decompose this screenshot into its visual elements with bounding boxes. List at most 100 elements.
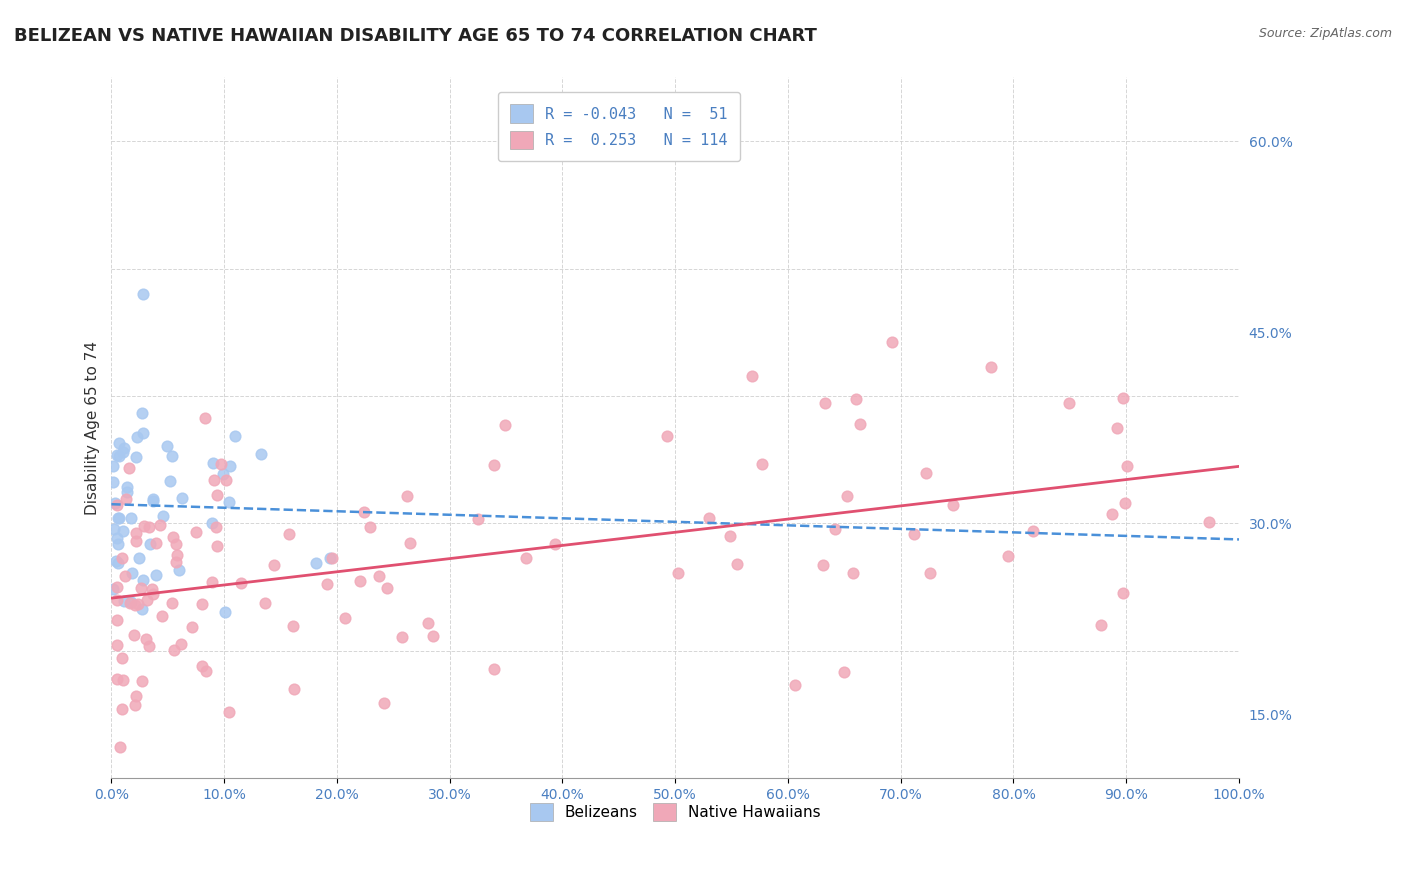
Native Hawaiians bbox=[207, 487, 229, 501]
Native Hawaiians bbox=[169, 637, 191, 651]
Native Hawaiians bbox=[848, 417, 870, 431]
Native Hawaiians bbox=[1101, 508, 1123, 522]
Native Hawaiians bbox=[129, 581, 152, 595]
Belizeans bbox=[132, 286, 155, 301]
Belizeans bbox=[112, 441, 135, 455]
Belizeans bbox=[156, 439, 179, 453]
Belizeans bbox=[170, 491, 193, 506]
Native Hawaiians bbox=[215, 473, 238, 487]
Belizeans bbox=[112, 594, 135, 608]
Belizeans bbox=[145, 567, 167, 582]
Native Hawaiians bbox=[467, 512, 489, 526]
Native Hawaiians bbox=[191, 597, 214, 611]
Native Hawaiians bbox=[814, 396, 837, 410]
Native Hawaiians bbox=[127, 597, 149, 611]
Belizeans bbox=[201, 516, 224, 531]
Native Hawaiians bbox=[105, 593, 128, 607]
Native Hawaiians bbox=[149, 518, 172, 533]
Native Hawaiians bbox=[205, 540, 228, 554]
Native Hawaiians bbox=[741, 369, 763, 384]
Native Hawaiians bbox=[353, 505, 375, 519]
Native Hawaiians bbox=[316, 577, 339, 591]
Native Hawaiians bbox=[842, 566, 865, 580]
Belizeans bbox=[115, 480, 138, 494]
Native Hawaiians bbox=[105, 672, 128, 686]
Native Hawaiians bbox=[399, 536, 422, 550]
Native Hawaiians bbox=[359, 520, 381, 534]
Native Hawaiians bbox=[111, 702, 134, 716]
Native Hawaiians bbox=[108, 739, 131, 754]
Belizeans bbox=[121, 566, 143, 580]
Native Hawaiians bbox=[391, 630, 413, 644]
Native Hawaiians bbox=[124, 598, 146, 612]
Native Hawaiians bbox=[997, 549, 1019, 563]
Native Hawaiians bbox=[111, 650, 134, 665]
Native Hawaiians bbox=[785, 678, 807, 692]
Native Hawaiians bbox=[1114, 496, 1136, 510]
Belizeans bbox=[107, 556, 129, 570]
Belizeans bbox=[120, 510, 142, 524]
Belizeans bbox=[224, 428, 246, 442]
Belizeans bbox=[101, 459, 124, 474]
Native Hawaiians bbox=[138, 519, 160, 533]
Native Hawaiians bbox=[321, 551, 343, 566]
Belizeans bbox=[250, 446, 273, 460]
Native Hawaiians bbox=[202, 473, 225, 487]
Native Hawaiians bbox=[111, 673, 134, 688]
Native Hawaiians bbox=[1107, 421, 1129, 435]
Native Hawaiians bbox=[1022, 524, 1045, 538]
Native Hawaiians bbox=[281, 619, 304, 633]
Native Hawaiians bbox=[181, 620, 204, 634]
Belizeans bbox=[160, 449, 183, 463]
Native Hawaiians bbox=[903, 527, 925, 541]
Native Hawaiians bbox=[980, 360, 1002, 375]
Y-axis label: Disability Age 65 to 74: Disability Age 65 to 74 bbox=[86, 341, 100, 515]
Native Hawaiians bbox=[484, 458, 506, 473]
Native Hawaiians bbox=[165, 555, 187, 569]
Native Hawaiians bbox=[1115, 458, 1137, 473]
Native Hawaiians bbox=[135, 592, 157, 607]
Belizeans bbox=[131, 602, 153, 616]
Native Hawaiians bbox=[141, 582, 163, 596]
Native Hawaiians bbox=[832, 665, 855, 679]
Native Hawaiians bbox=[333, 611, 356, 625]
Belizeans bbox=[218, 495, 240, 509]
Belizeans bbox=[169, 563, 191, 577]
Native Hawaiians bbox=[125, 525, 148, 540]
Native Hawaiians bbox=[209, 457, 232, 471]
Belizeans bbox=[117, 484, 139, 499]
Native Hawaiians bbox=[368, 568, 391, 582]
Native Hawaiians bbox=[697, 511, 720, 525]
Native Hawaiians bbox=[543, 537, 565, 551]
Native Hawaiians bbox=[165, 537, 187, 551]
Native Hawaiians bbox=[915, 466, 938, 480]
Native Hawaiians bbox=[163, 643, 186, 657]
Native Hawaiians bbox=[229, 575, 252, 590]
Native Hawaiians bbox=[201, 574, 224, 589]
Belizeans bbox=[120, 595, 142, 609]
Native Hawaiians bbox=[125, 534, 148, 549]
Native Hawaiians bbox=[135, 632, 157, 646]
Native Hawaiians bbox=[751, 457, 773, 471]
Belizeans bbox=[142, 491, 165, 506]
Native Hawaiians bbox=[195, 665, 218, 679]
Native Hawaiians bbox=[162, 530, 184, 544]
Native Hawaiians bbox=[105, 580, 128, 594]
Legend: Belizeans, Native Hawaiians: Belizeans, Native Hawaiians bbox=[517, 790, 832, 834]
Belizeans bbox=[103, 522, 125, 536]
Native Hawaiians bbox=[880, 334, 903, 349]
Native Hawaiians bbox=[824, 523, 846, 537]
Native Hawaiians bbox=[725, 557, 748, 571]
Belizeans bbox=[101, 475, 124, 489]
Belizeans bbox=[107, 510, 129, 524]
Belizeans bbox=[132, 426, 155, 441]
Native Hawaiians bbox=[138, 639, 160, 653]
Belizeans bbox=[319, 551, 342, 566]
Native Hawaiians bbox=[283, 682, 305, 697]
Native Hawaiians bbox=[166, 548, 188, 562]
Native Hawaiians bbox=[666, 566, 689, 581]
Belizeans bbox=[105, 554, 128, 568]
Text: BELIZEAN VS NATIVE HAWAIIAN DISABILITY AGE 65 TO 74 CORRELATION CHART: BELIZEAN VS NATIVE HAWAIIAN DISABILITY A… bbox=[14, 27, 817, 45]
Native Hawaiians bbox=[422, 629, 444, 643]
Text: Source: ZipAtlas.com: Source: ZipAtlas.com bbox=[1258, 27, 1392, 40]
